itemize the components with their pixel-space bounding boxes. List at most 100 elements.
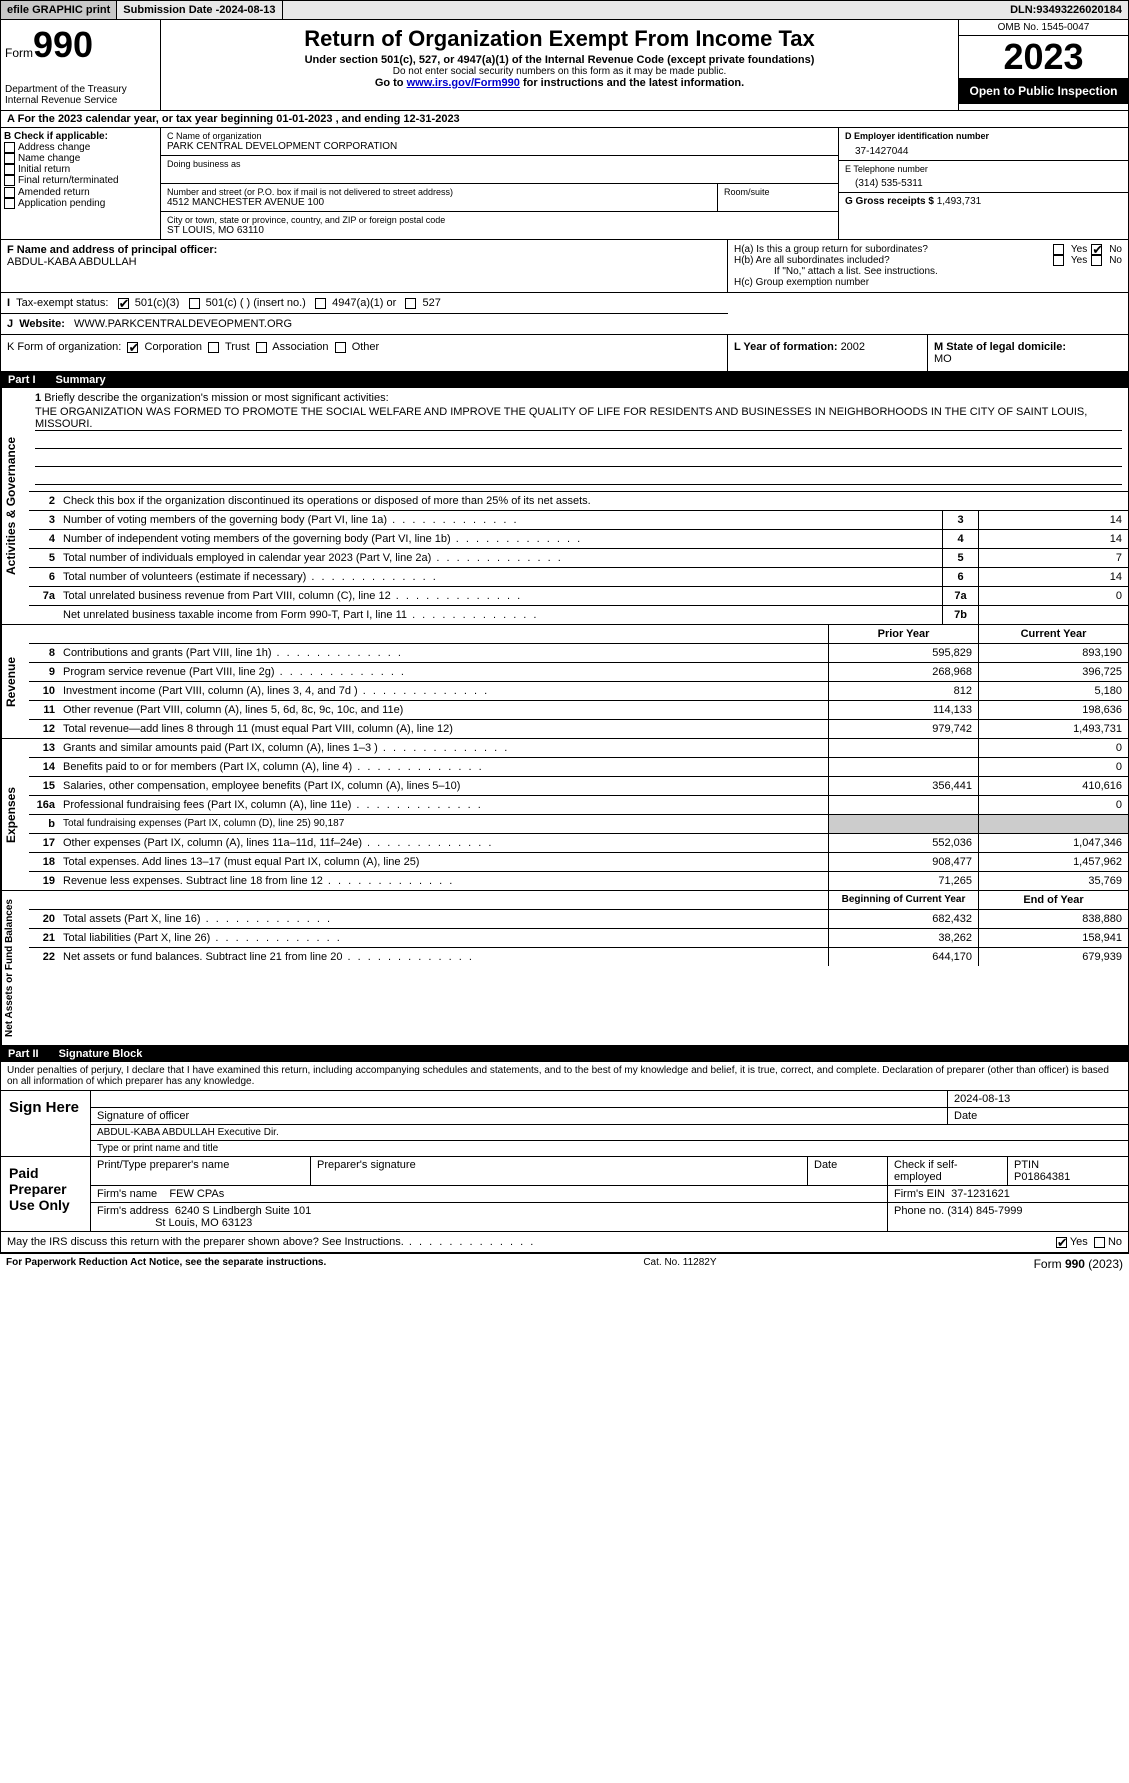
section-expenses: Expenses 13Grants and similar amounts pa… [0,739,1129,891]
netassets-col-hdr: Beginning of Current Year End of Year [29,891,1128,909]
lbl-discuss-yes: Yes [1070,1236,1088,1248]
box-j: J Website: WWW.PARKCENTRALDEVEOPMENT.ORG [1,314,728,334]
irs-link[interactable]: www.irs.gov/Form990 [407,77,520,89]
part-2-label: Part II [8,1048,39,1060]
vside-netassets: Net Assets or Fund Balances [1,891,29,1045]
l9-txt: Program service revenue (Part VIII, line… [59,663,828,681]
h-c-label: H(c) Group exemption number [734,277,1122,288]
lbl-final-return: Final return/terminated [18,176,119,187]
line-2: 2 Check this box if the organization dis… [29,491,1128,510]
firm-phone-value: (314) 845-7999 [947,1205,1022,1217]
room-label: Room/suite [724,187,832,197]
firm-name-value: FEW CPAs [169,1188,224,1200]
sign-here-cells: 2024-08-13 Signature of officer Date ABD… [91,1091,1128,1156]
line-22: 22Net assets or fund balances. Subtract … [29,947,1128,966]
chk-corp[interactable] [127,342,138,353]
line-1-label: Briefly describe the organization's miss… [44,392,388,404]
line-13: 13Grants and similar amounts paid (Part … [29,739,1128,757]
chk-527[interactable] [405,298,416,309]
l11-p: 114,133 [828,701,978,719]
chk-discuss-no[interactable] [1094,1237,1105,1248]
chk-app-pending[interactable] [4,198,15,209]
gross-label: G Gross receipts $ [845,196,937,207]
line-3: 3Number of voting members of the governi… [29,510,1128,529]
chk-address-change[interactable] [4,142,15,153]
firm-name-label: Firm's name [97,1188,157,1200]
l10-c: 5,180 [978,682,1128,700]
chk-501c3[interactable] [118,298,129,309]
line-19: 19Revenue less expenses. Subtract line 1… [29,871,1128,890]
chk-4947[interactable] [315,298,326,309]
col-prior: Prior Year [828,625,978,643]
chk-ha-yes[interactable] [1053,244,1064,255]
chk-hb-yes[interactable] [1053,255,1064,266]
line-16a: 16aProfessional fundraising fees (Part I… [29,795,1128,814]
box-b: B Check if applicable: Address change Na… [1,128,161,239]
prep-self-check: Check if self-employed [888,1157,1008,1185]
l5-val: 7 [978,549,1128,567]
street-row: Number and street (or P.O. box if mail i… [161,184,838,212]
form-subtitle: Under section 501(c), 527, or 4947(a)(1)… [165,54,954,66]
firm-name-cell: Firm's name FEW CPAs [91,1186,888,1202]
l20-txt: Total assets (Part X, line 16) [59,910,828,928]
chk-501c[interactable] [189,298,200,309]
section-governance: Activities & Governance 1 Briefly descri… [0,388,1129,625]
chk-amended-return[interactable] [4,187,15,198]
chk-trust[interactable] [208,342,219,353]
box-m: M State of legal domicile:MO [928,335,1128,371]
line-7b: Net unrelated business taxable income fr… [29,605,1128,624]
part-1-title: Summary [56,374,106,386]
l10-p: 812 [828,682,978,700]
box-l-value: 2002 [841,341,865,353]
chk-name-change[interactable] [4,153,15,164]
room-cell: Room/suite [718,184,838,211]
l12-p: 979,742 [828,720,978,738]
mission-blank-1 [35,433,1122,449]
tax-period: A For the 2023 calendar year, or tax yea… [0,111,1129,128]
l7a-txt: Total unrelated business revenue from Pa… [59,587,942,605]
chk-final-return[interactable] [4,175,15,186]
period-a: A [7,113,15,125]
l3-txt: Number of voting members of the governin… [59,511,942,529]
chk-other[interactable] [335,342,346,353]
prep-row-3: Firm's address 6240 S Lindbergh Suite 10… [91,1203,1128,1231]
prep-date-label: Date [808,1157,888,1185]
efile-print-button[interactable]: efile GRAPHIC print [1,1,117,19]
l22-p: 644,170 [828,948,978,966]
l6-val: 14 [978,568,1128,586]
dln-label: DLN: [1010,4,1036,16]
chk-initial-return[interactable] [4,164,15,175]
line-5: 5Total number of individuals employed in… [29,548,1128,567]
omb-number: OMB No. 1545-0047 [959,20,1128,36]
chk-assoc[interactable] [256,342,267,353]
line-9: 9Program service revenue (Part VIII, lin… [29,662,1128,681]
h-b-row: H(b) Are all subordinates included? Yes … [734,255,1122,266]
h-a-label: H(a) Is this a group return for subordin… [734,244,1049,255]
line-7a: 7aTotal unrelated business revenue from … [29,586,1128,605]
chk-hb-no[interactable] [1091,255,1102,266]
goto-post: for instructions and the latest informat… [520,77,744,89]
chk-discuss-yes[interactable] [1056,1237,1067,1248]
sig-officer-label: Signature of officer [91,1108,948,1124]
l16a-c: 0 [978,796,1128,814]
website-value: WWW.PARKCENTRALDEVEOPMENT.ORG [74,318,292,330]
city-cell: City or town, state or province, country… [161,212,838,239]
l6-txt: Total number of volunteers (estimate if … [59,568,942,586]
phone-value: (314) 535-5311 [845,174,1122,189]
block-klm: K Form of organization: Corporation Trus… [0,335,1129,372]
line-21: 21Total liabilities (Part X, line 26)38,… [29,928,1128,947]
box-f-value: ABDUL-KABA ABDULLAH [7,256,137,268]
l16a-txt: Professional fundraising fees (Part IX, … [59,796,828,814]
firm-addr1: 6240 S Lindbergh Suite 101 [175,1205,311,1217]
section-netassets: Net Assets or Fund Balances Beginning of… [0,891,1129,1046]
box-k: K Form of organization: Corporation Trus… [1,335,728,371]
chk-ha-no[interactable] [1091,244,1102,255]
l15-txt: Salaries, other compensation, employee b… [59,777,828,795]
line-14: 14Benefits paid to or for members (Part … [29,757,1128,776]
tax-year: 2023 [959,36,1128,78]
block-ij: I Tax-exempt status: 501(c)(3) 501(c) ( … [0,293,1129,335]
discuss-text: May the IRS discuss this return with the… [7,1236,1056,1248]
firm-phone-cell: Phone no. (314) 845-7999 [888,1203,1128,1231]
lbl-hb-yes: Yes [1071,255,1087,266]
l3-val: 14 [978,511,1128,529]
